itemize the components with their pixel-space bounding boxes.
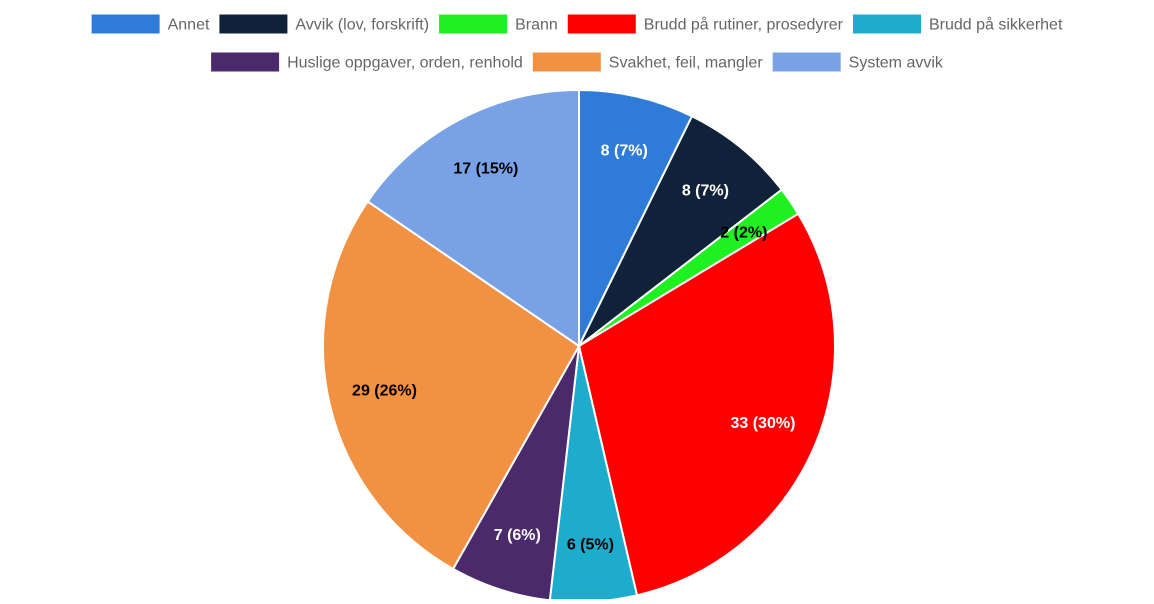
legend-item-brudd-pa-rutiner-prosedyrer[interactable]: Brudd på rutiner, prosedyrer — [567, 14, 844, 34]
legend-swatch — [567, 14, 636, 34]
legend-label: System avvik — [849, 55, 944, 72]
legend-item-system-avvik[interactable]: System avvik — [772, 52, 944, 72]
legend-swatch — [211, 52, 280, 72]
data-labels: 8 (7%) 8 (7%) 2 (2%) 33 (30%) 6 (5%) 7 (6%) 29… — [352, 143, 795, 554]
legend-label: Huslige oppgaver, orden, renhold — [287, 55, 523, 72]
data-label-huslige-oppgaver-orden-renhold: 7 (6%) — [494, 527, 541, 544]
data-label-brudd-pa-rutiner-prosedyrer: 33 (30%) — [730, 415, 795, 432]
data-label-system-avvik: 17 (15%) — [453, 161, 518, 178]
legend-item-huslige-oppgaver-orden-renhold[interactable]: Huslige oppgaver, orden, renhold — [211, 52, 523, 72]
pie-slices — [322, 89, 836, 603]
data-label-svakhet-feil-mangler: 29 (26%) — [352, 382, 417, 399]
pie-slice-avvik-lov-forskrift[interactable] — [578, 115, 783, 347]
legend: Annet Avvik (lov, forskrift) Brann Brudd på… — [91, 14, 1063, 72]
pie-slice-system-avvik[interactable] — [366, 89, 580, 347]
legend-swatch — [439, 14, 508, 34]
pie-slice-svakhet-feil-mangler[interactable] — [322, 200, 580, 570]
data-label-brann: 2 (2%) — [720, 225, 767, 242]
legend-item-brann[interactable]: Brann — [439, 14, 558, 34]
legend-item-annet[interactable]: Annet — [91, 14, 210, 34]
data-label-brudd-pa-sikkerhet: 6 (5%) — [567, 537, 614, 554]
legend-swatch — [219, 14, 288, 34]
legend-swatch — [91, 14, 160, 34]
legend-label: Svakhet, feil, mangler — [609, 55, 764, 72]
legend-swatch — [852, 14, 921, 34]
legend-label: Annet — [168, 17, 210, 34]
legend-label: Brann — [515, 17, 558, 34]
data-label-avvik-lov-forskrift: 8 (7%) — [682, 183, 729, 200]
legend-label: Brudd på sikkerhet — [929, 16, 1063, 34]
legend-item-avvik-lov-forskrift[interactable]: Avvik (lov, forskrift) — [219, 14, 429, 34]
legend-item-brudd-pa-sikkerhet[interactable]: Brudd på sikkerhet — [852, 14, 1063, 34]
legend-label: Brudd på rutiner, prosedyrer — [644, 16, 844, 34]
legend-item-svakhet-feil-mangler[interactable]: Svakhet, feil, mangler — [532, 52, 764, 72]
legend-swatch — [532, 52, 601, 72]
pie-slice-annet[interactable] — [578, 89, 693, 347]
pie-slice-brudd-pa-rutiner-prosedyrer[interactable] — [578, 212, 836, 597]
legend-swatch — [772, 52, 841, 72]
legend-label: Avvik (lov, forskrift) — [295, 17, 429, 34]
data-label-annet: 8 (7%) — [601, 143, 648, 160]
